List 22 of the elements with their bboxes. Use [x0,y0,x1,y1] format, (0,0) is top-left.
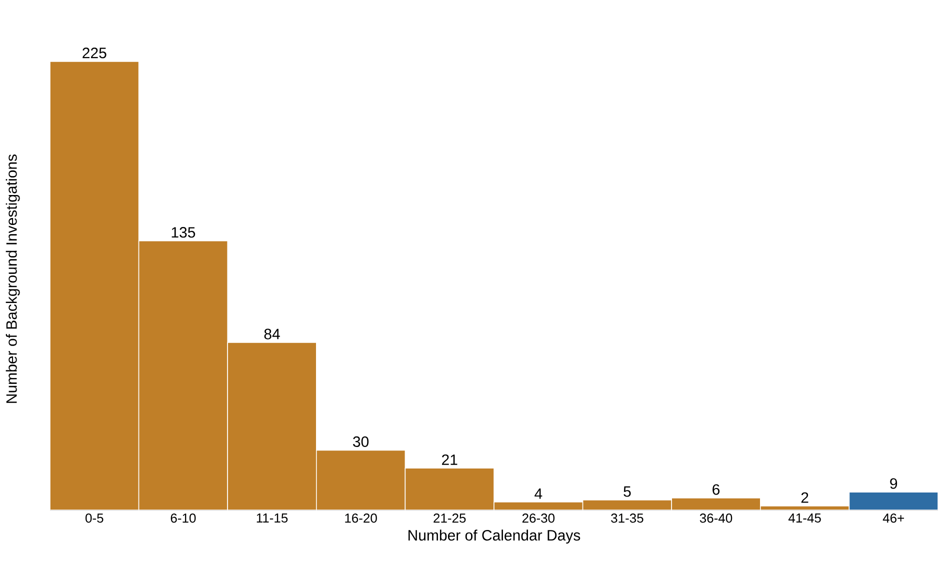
x-tick-label: 41-45 [788,514,821,523]
x-tick-label: 16-20 [345,514,377,523]
x-tick-label: 11-15 [256,514,288,523]
data-label: 135 [172,227,196,238]
data-label: 6 [712,484,720,495]
y-axis-title: Number of Background Investigations [6,154,20,403]
x-tick-label: 31-35 [611,514,644,523]
data-label: 30 [353,436,369,447]
x-axis-title: Number of Calendar Days [408,530,580,544]
x-tick-label: 26-30 [522,514,555,523]
data-label: 21 [442,454,458,465]
x-tick-label: 46+ [882,514,904,523]
x-tick-label: 36-40 [700,514,732,523]
data-label: 84 [264,328,280,340]
x-tick-label: 21-25 [434,514,466,523]
data-label: 4 [534,488,542,499]
x-tick-label: 6-10 [170,514,196,523]
x-tick-label: 0-5 [86,514,104,523]
data-label: 2 [801,492,808,503]
data-label: 9 [890,478,898,489]
data-label: 5 [624,486,631,497]
data-label: 225 [82,48,106,58]
